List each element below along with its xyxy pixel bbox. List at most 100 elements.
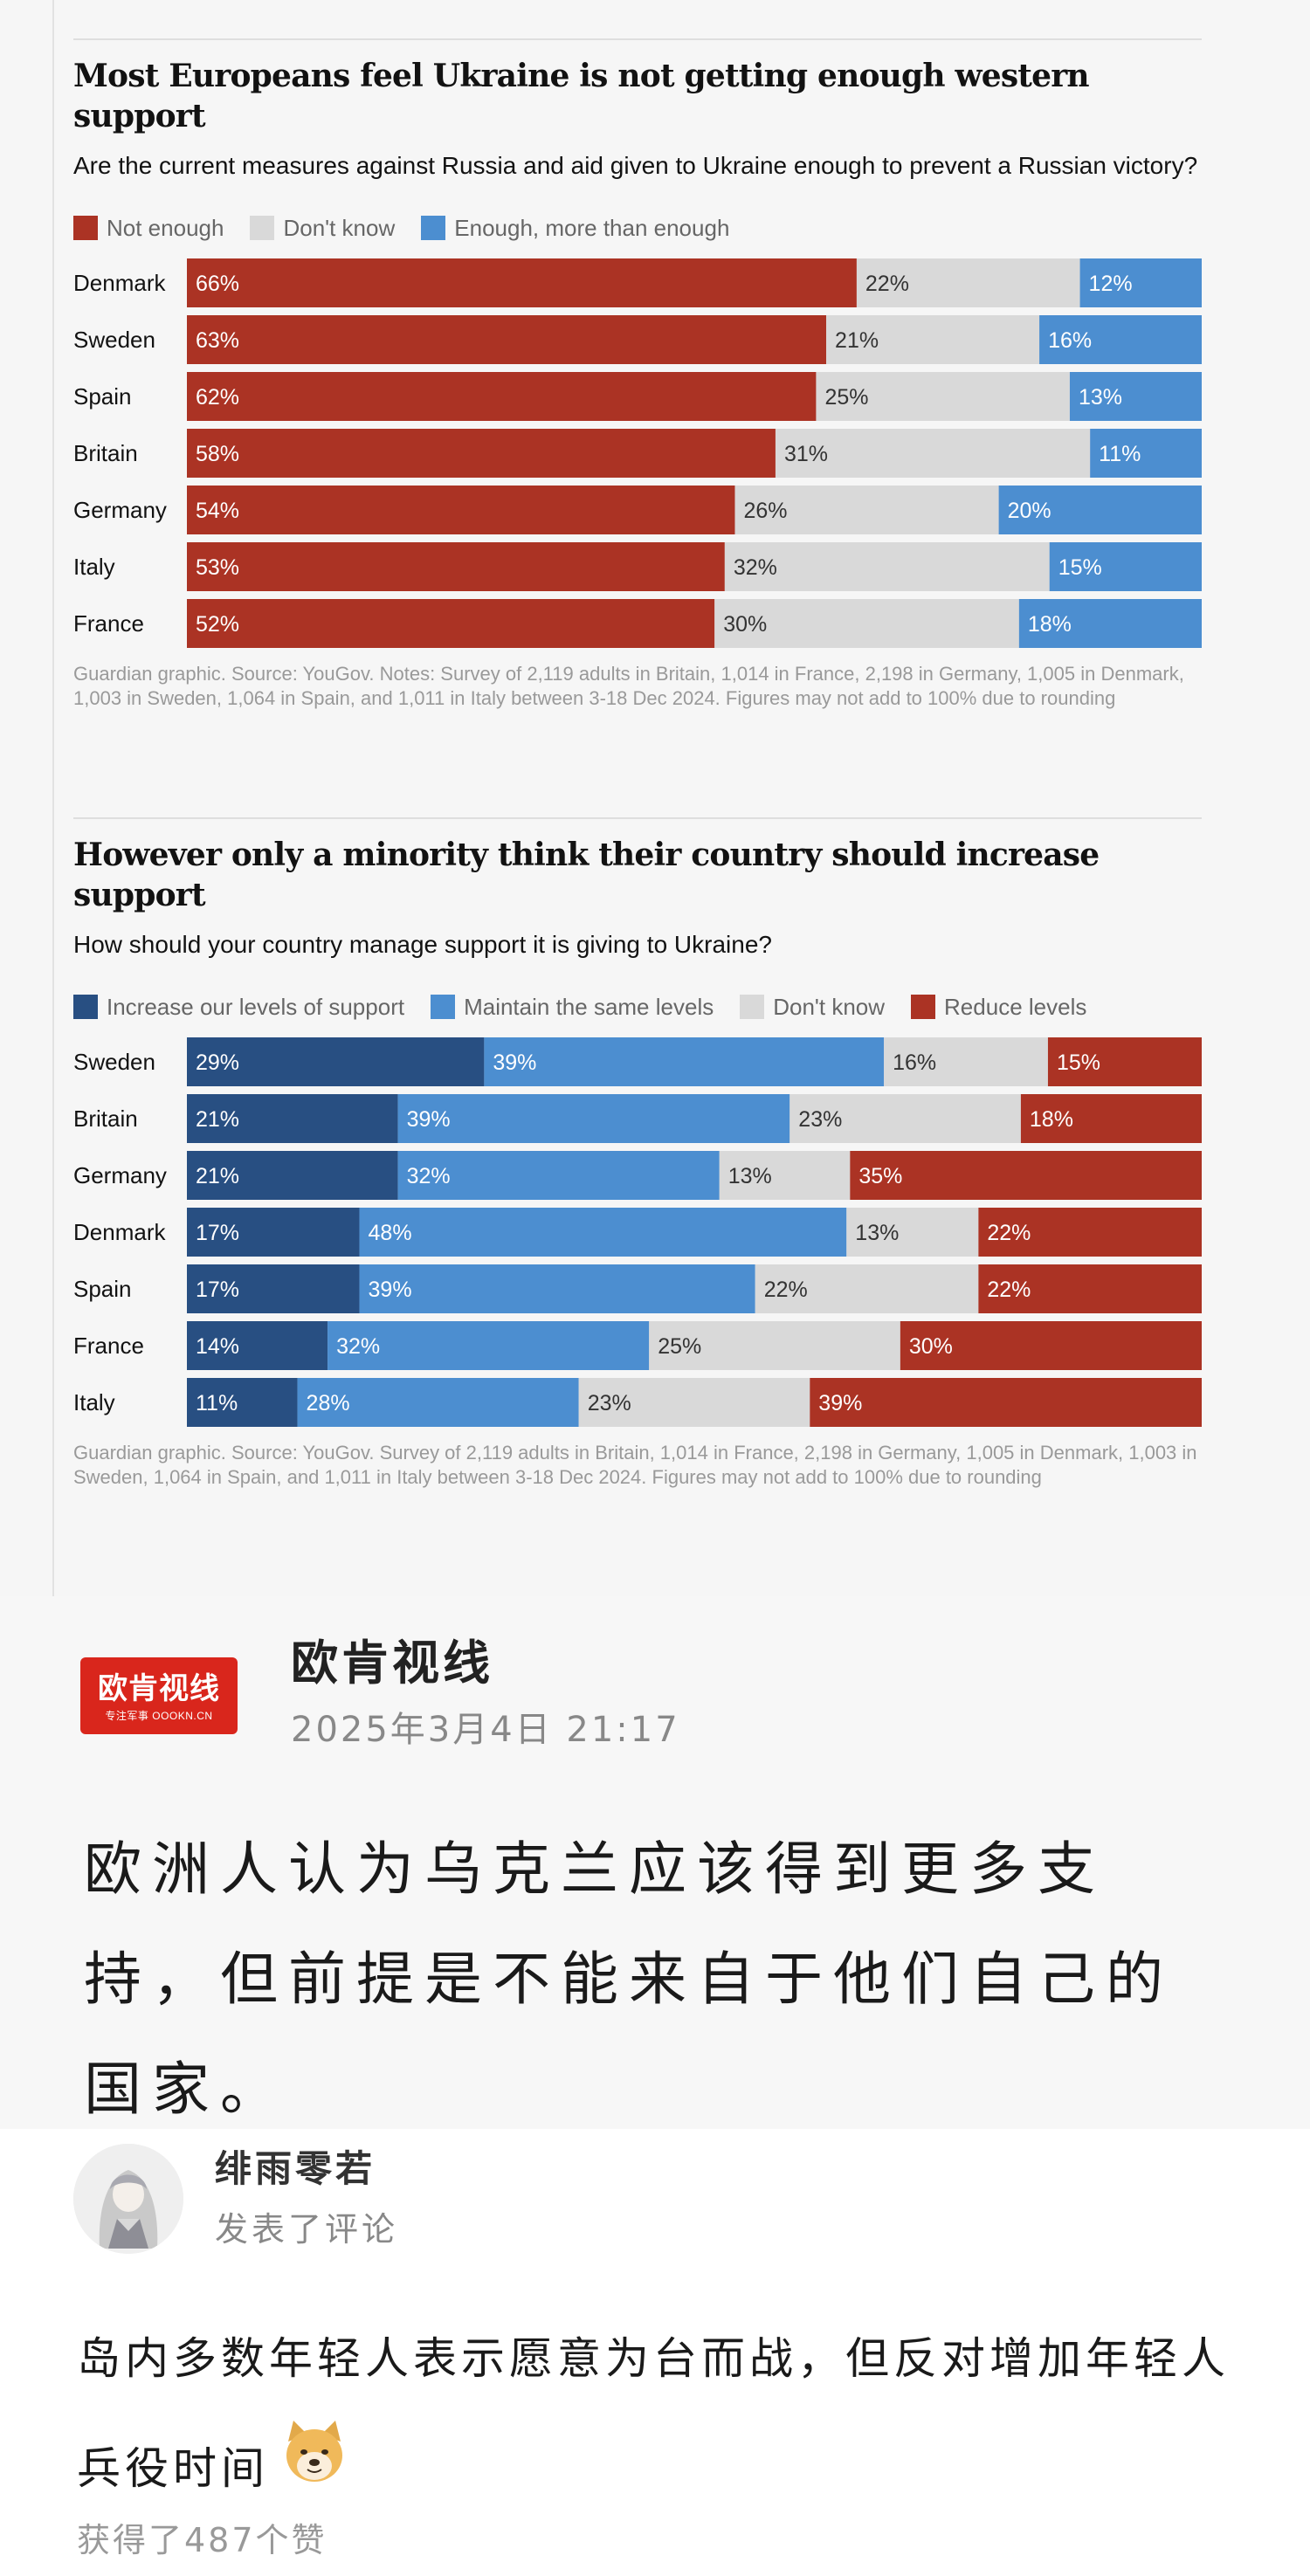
- legend-item-dont-know: Don't know: [740, 994, 885, 1021]
- bar-value-label: 32%: [734, 555, 777, 580]
- bar-value-label: 39%: [369, 1278, 412, 1302]
- bar-segment: [978, 1264, 1202, 1313]
- bar-segment: [755, 1264, 979, 1313]
- bar-segment: [900, 1321, 1202, 1370]
- legend-label: Reduce levels: [944, 993, 1087, 1020]
- bar-value-label: 39%: [407, 1107, 451, 1132]
- chart-title: Most Europeans feel Ukraine is not getti…: [73, 58, 1090, 134]
- bar-value-label: 21%: [196, 1107, 239, 1132]
- stacked-bar-chart: Denmark 66% 22% 12% Sweden 63% 21% 16% Spain 62% 2…: [73, 258, 1202, 648]
- legend-item-not-enough: Not enough: [73, 215, 224, 242]
- legend-item-reduce: Reduce levels: [911, 994, 1086, 1021]
- bar-value-label: 20%: [1008, 499, 1051, 523]
- category-label-france: France: [73, 1333, 144, 1359]
- legend-swatch: [740, 995, 765, 1019]
- bar-value-label: 13%: [728, 1164, 772, 1188]
- bar-value-label: 63%: [196, 328, 239, 353]
- bar-value-label: 11%: [1099, 442, 1141, 466]
- anime-avatar-icon[interactable]: [73, 2144, 183, 2254]
- panel-left-border: [52, 0, 54, 1596]
- category-label-sweden: Sweden: [73, 327, 155, 353]
- bar-segment: [187, 1264, 360, 1313]
- bar-value-label: 30%: [909, 1334, 953, 1359]
- bar-value-label: 58%: [196, 442, 239, 466]
- category-label-britain: Britain: [73, 440, 138, 466]
- bar-value-label: 35%: [858, 1164, 902, 1188]
- bar-segment: [187, 1151, 398, 1200]
- post-body-text: 欧洲人认为乌克兰应该得到更多支持，但前提是不能来自于他们自己的国家。: [84, 1836, 1174, 2123]
- bar-segment: [359, 1208, 847, 1257]
- bar-value-label: 22%: [865, 272, 909, 296]
- publisher-logo[interactable]: 欧肯视线 专注军事 OOOKN.CN: [80, 1657, 238, 1734]
- bar-value-label: 39%: [818, 1391, 862, 1415]
- logo-text: 欧肯视线: [98, 1671, 220, 1706]
- bar-segment: [187, 599, 715, 648]
- bar-value-label: 23%: [798, 1107, 842, 1132]
- bar-segment: [810, 1378, 1202, 1427]
- bar-segment: [187, 1037, 485, 1086]
- bar-segment: [724, 542, 1050, 591]
- stacked-bar-chart: Sweden 29% 39% 16% 15% Britain 21% 39% 23% 18% Ger…: [73, 1037, 1202, 1427]
- legend-label: Not enough: [107, 214, 224, 241]
- legend-label: Enough, more than enough: [454, 214, 730, 241]
- bar-value-label: 18%: [1030, 1107, 1073, 1132]
- legend-swatch: [73, 216, 98, 240]
- bar-value-label: 22%: [764, 1278, 808, 1302]
- post-timestamp: 2025年3月4日 21:17: [291, 1710, 680, 1750]
- bar-value-label: 16%: [1048, 328, 1092, 353]
- bar-value-label: 18%: [1028, 612, 1072, 637]
- bar-segment: [397, 1151, 720, 1200]
- bar-segment: [775, 429, 1091, 478]
- bar-segment: [998, 486, 1202, 534]
- comment-action-label: 发表了评论: [215, 2210, 399, 2249]
- bar-value-label: 17%: [196, 1221, 239, 1245]
- bar-segment: [187, 429, 776, 478]
- bar-value-label: 14%: [196, 1334, 239, 1359]
- legend-item-increase: Increase our levels of support: [73, 994, 404, 1021]
- logo-subtext: 专注军事 OOOKN.CN: [105, 1710, 213, 1722]
- bar-value-label: 13%: [855, 1221, 899, 1245]
- bar-value-label: 39%: [493, 1050, 536, 1075]
- category-label-italy: Italy: [73, 1389, 115, 1415]
- category-label-italy: Italy: [73, 554, 115, 580]
- bar-segment: [856, 258, 1080, 307]
- category-label-germany: Germany: [73, 497, 167, 523]
- bar-segment: [1020, 1094, 1202, 1143]
- category-label-denmark: Denmark: [73, 1219, 166, 1245]
- chart-subtitle: Are the current measures against Russia …: [73, 152, 1198, 179]
- like-count[interactable]: 获得了487个赞: [77, 2521, 328, 2559]
- bar-segment: [328, 1321, 650, 1370]
- bar-segment: [187, 1321, 328, 1370]
- legend-swatch: [911, 995, 936, 1019]
- comment-text-content: 岛内多数年轻人表示愿意为台而战，但反对增加年轻人兵役时间: [77, 2333, 1230, 2494]
- bar-segment: [978, 1208, 1202, 1257]
- bar-segment: [1079, 258, 1202, 307]
- bar-segment: [1047, 1037, 1202, 1086]
- bar-value-label: 16%: [893, 1050, 936, 1075]
- legend-label: Maintain the same levels: [464, 993, 714, 1020]
- bar-value-label: 29%: [196, 1050, 239, 1075]
- category-label-denmark: Denmark: [73, 270, 166, 296]
- bar-value-label: 11%: [196, 1391, 238, 1415]
- bar-segment: [789, 1094, 1021, 1143]
- bar-segment: [1090, 429, 1202, 478]
- chart-top-rule: [73, 817, 1202, 819]
- legend-swatch: [431, 995, 456, 1019]
- legend-swatch: [421, 216, 446, 240]
- bar-value-label: 17%: [196, 1278, 239, 1302]
- legend-swatch: [250, 216, 275, 240]
- category-label-france: France: [73, 610, 144, 637]
- bar-value-label: 53%: [196, 555, 239, 580]
- bar-segment: [187, 372, 817, 421]
- legend-label: Don't know: [283, 214, 396, 241]
- post-author-name[interactable]: 欧肯视线: [291, 1636, 493, 1691]
- bar-value-label: 25%: [824, 385, 868, 410]
- bar-segment: [187, 486, 735, 534]
- bar-segment: [187, 258, 857, 307]
- legend-item-enough: Enough, more than enough: [421, 215, 729, 242]
- commenter-name[interactable]: 绯雨零若: [215, 2147, 376, 2190]
- category-label-germany: Germany: [73, 1162, 167, 1188]
- bar-segment: [1018, 599, 1202, 648]
- bar-value-label: 62%: [196, 385, 239, 410]
- bar-value-label: 22%: [987, 1278, 1031, 1302]
